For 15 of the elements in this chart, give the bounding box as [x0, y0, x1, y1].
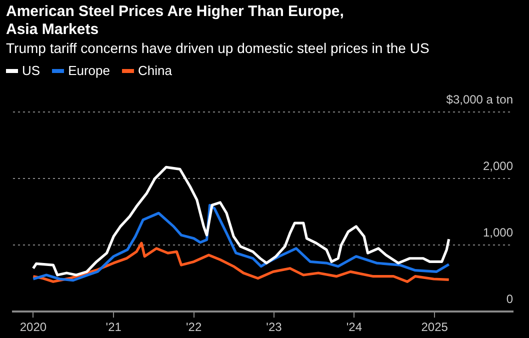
x-tick-label: 2025: [421, 320, 448, 334]
legend-label: Europe: [68, 63, 110, 78]
x-tick-label: 2020: [20, 320, 47, 334]
y-tick-label: 0: [506, 292, 514, 306]
y-tick-label: 2,000: [482, 158, 514, 173]
x-tick-label: '22: [186, 320, 202, 334]
chart-subtitle: Trump tariff concerns have driven up domestic steel prices in the US: [6, 40, 430, 57]
x-tick-label: '23: [266, 320, 282, 334]
x-tick-label: '24: [346, 320, 362, 334]
y-tick-label: $3,000 a ton: [446, 92, 513, 106]
y-tick-label: 1,000: [482, 225, 514, 240]
legend-label: US: [22, 63, 40, 78]
chart-title: American Steel Prices Are Higher Than Europe, Asia Markets: [6, 3, 345, 39]
x-tick-label: '21: [106, 320, 122, 334]
legend-label: China: [138, 63, 172, 78]
